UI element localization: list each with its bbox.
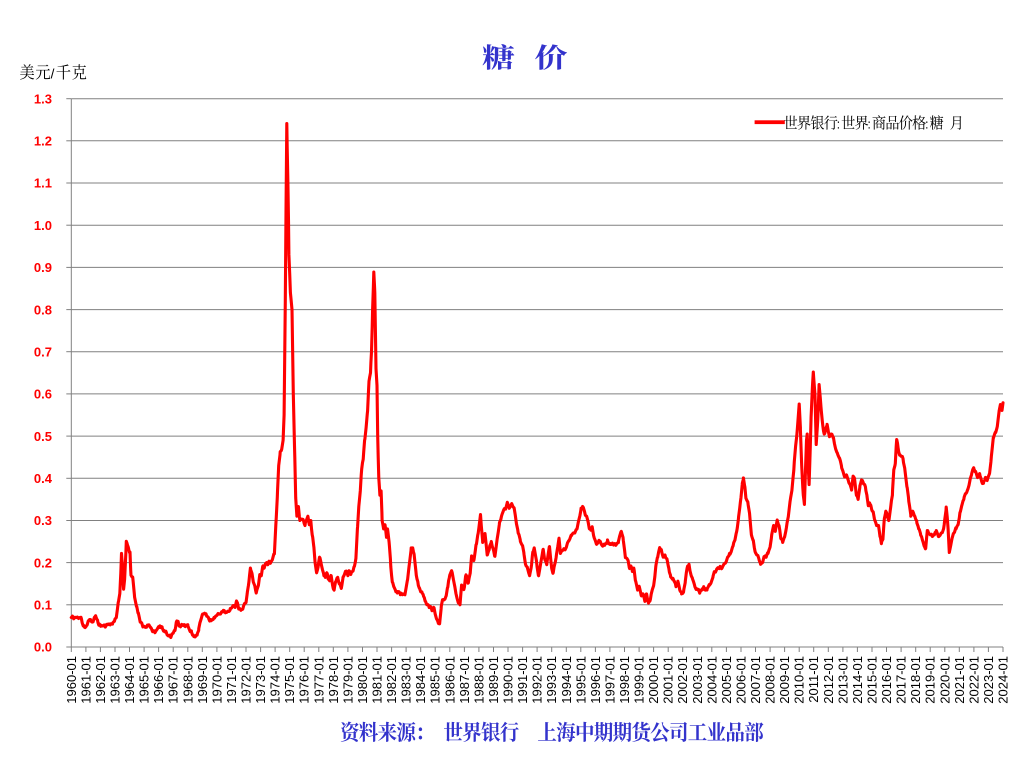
svg-text:1995-01: 1995-01 (573, 656, 588, 704)
svg-text:2014-01: 2014-01 (850, 656, 865, 704)
svg-text:2021-01: 2021-01 (952, 656, 967, 704)
svg-text:1.0: 1.0 (34, 218, 52, 233)
svg-text:2022-01: 2022-01 (966, 656, 981, 704)
svg-text:2013-01: 2013-01 (835, 656, 850, 704)
svg-text:2008-01: 2008-01 (763, 656, 778, 704)
svg-text:2019-01: 2019-01 (923, 656, 938, 704)
svg-text:1997-01: 1997-01 (602, 656, 617, 704)
svg-text:1989-01: 1989-01 (486, 656, 501, 704)
svg-text:2017-01: 2017-01 (894, 656, 909, 704)
svg-text:1991-01: 1991-01 (515, 656, 530, 704)
svg-text:1965-01: 1965-01 (137, 656, 152, 704)
svg-text:1987-01: 1987-01 (457, 656, 472, 704)
svg-text::: : (925, 117, 929, 132)
svg-text:1.2: 1.2 (34, 134, 52, 149)
svg-text:1972-01: 1972-01 (239, 656, 254, 704)
svg-text:2009-01: 2009-01 (777, 656, 792, 704)
svg-text:1980-01: 1980-01 (355, 656, 370, 704)
svg-text:1986-01: 1986-01 (442, 656, 457, 704)
svg-text:2018-01: 2018-01 (908, 656, 923, 704)
svg-text:1970-01: 1970-01 (209, 656, 224, 704)
svg-text:/: / (51, 66, 55, 81)
svg-text:1983-01: 1983-01 (399, 656, 414, 704)
svg-text:2007-01: 2007-01 (748, 656, 763, 704)
svg-text:1990-01: 1990-01 (501, 656, 516, 704)
svg-text:0.5: 0.5 (34, 429, 52, 444)
svg-text:1969-01: 1969-01 (195, 656, 210, 704)
svg-text:1975-01: 1975-01 (282, 656, 297, 704)
svg-text:0.1: 0.1 (34, 598, 52, 613)
svg-text:2016-01: 2016-01 (879, 656, 894, 704)
svg-text:1974-01: 1974-01 (268, 656, 283, 704)
svg-text:0.6: 0.6 (34, 387, 52, 402)
svg-text:1982-01: 1982-01 (384, 656, 399, 704)
svg-text:2012-01: 2012-01 (821, 656, 836, 704)
svg-text::: : (837, 117, 841, 132)
svg-text:1966-01: 1966-01 (151, 656, 166, 704)
svg-text:1967-01: 1967-01 (166, 656, 181, 704)
svg-text:1979-01: 1979-01 (340, 656, 355, 704)
svg-text:2005-01: 2005-01 (719, 656, 734, 704)
svg-text:2000-01: 2000-01 (646, 656, 661, 704)
svg-text:2003-01: 2003-01 (690, 656, 705, 704)
svg-text:1961-01: 1961-01 (78, 656, 93, 704)
svg-text:0.8: 0.8 (34, 302, 52, 317)
svg-text:1976-01: 1976-01 (297, 656, 312, 704)
svg-text:1993-01: 1993-01 (544, 656, 559, 704)
svg-text:1984-01: 1984-01 (413, 656, 428, 704)
svg-text:2001-01: 2001-01 (661, 656, 676, 704)
svg-text:1971-01: 1971-01 (224, 656, 239, 704)
svg-text:2015-01: 2015-01 (865, 656, 880, 704)
svg-text:1963-01: 1963-01 (108, 656, 123, 704)
svg-text:0.3: 0.3 (34, 513, 52, 528)
svg-text:2006-01: 2006-01 (734, 656, 749, 704)
svg-text:1994-01: 1994-01 (559, 656, 574, 704)
svg-text:2020-01: 2020-01 (937, 656, 952, 704)
svg-text:1992-01: 1992-01 (530, 656, 545, 704)
svg-text:1978-01: 1978-01 (326, 656, 341, 704)
svg-text:0.2: 0.2 (34, 555, 52, 570)
svg-text:1962-01: 1962-01 (93, 656, 108, 704)
svg-text:1977-01: 1977-01 (311, 656, 326, 704)
svg-text:1996-01: 1996-01 (588, 656, 603, 704)
svg-text:1973-01: 1973-01 (253, 656, 268, 704)
svg-text::: : (867, 117, 871, 132)
svg-text:1.1: 1.1 (34, 176, 52, 191)
svg-text:1999-01: 1999-01 (632, 656, 647, 704)
svg-text:2024-01: 2024-01 (996, 656, 1011, 704)
svg-text:1998-01: 1998-01 (617, 656, 632, 704)
svg-text:0.4: 0.4 (34, 471, 53, 486)
svg-text:2023-01: 2023-01 (981, 656, 996, 704)
svg-text:1.3: 1.3 (34, 91, 52, 106)
svg-text:0.9: 0.9 (34, 260, 52, 275)
svg-text:0.7: 0.7 (34, 344, 52, 359)
svg-text:0.0: 0.0 (34, 640, 52, 655)
svg-text:1964-01: 1964-01 (122, 656, 137, 704)
svg-text:1988-01: 1988-01 (471, 656, 486, 704)
svg-text:2011-01: 2011-01 (806, 656, 821, 703)
svg-text:2002-01: 2002-01 (675, 656, 690, 704)
svg-text:1968-01: 1968-01 (180, 656, 195, 704)
svg-text:1981-01: 1981-01 (370, 656, 385, 704)
svg-text:2010-01: 2010-01 (792, 656, 807, 704)
svg-text:1960-01: 1960-01 (64, 656, 79, 704)
svg-text:1985-01: 1985-01 (428, 656, 443, 704)
svg-text:2004-01: 2004-01 (704, 656, 719, 704)
